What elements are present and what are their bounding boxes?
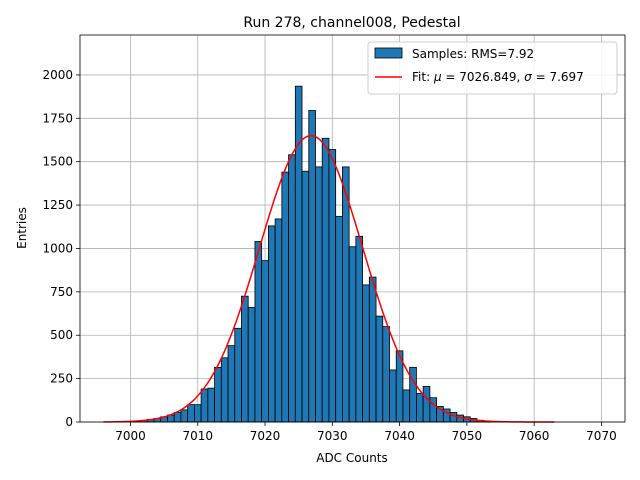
histogram-bar: [308, 110, 316, 423]
y-axis-ticks: 0 250 500 750 1000 1250 1500 1750 2000: [42, 68, 80, 429]
x-tick-label: 7030: [317, 429, 348, 443]
histogram-bars: [133, 85, 491, 423]
y-tick-label: 1000: [42, 241, 73, 255]
legend-box: [367, 41, 618, 95]
chart-title: Run 278, channel008, Pedestal: [243, 15, 460, 31]
histogram-bar: [321, 137, 330, 423]
x-axis-label: ADC Counts: [316, 451, 388, 465]
x-tick-label: 7010: [182, 429, 213, 443]
histogram-bar: [173, 412, 182, 423]
y-tick-label: 2000: [42, 68, 73, 82]
histogram-bar: [288, 154, 296, 423]
y-tick-label: 1250: [42, 198, 73, 212]
histogram-bar: [247, 307, 256, 423]
histogram-bar: [220, 357, 229, 423]
y-tick-label: 1500: [42, 155, 73, 169]
histogram-bar: [402, 389, 411, 423]
histogram-bar: [214, 366, 222, 423]
legend-fit-prefix: Fit:: [412, 70, 434, 84]
x-tick-label: 7020: [250, 429, 281, 443]
y-tick-label: 250: [50, 372, 73, 386]
histogram-bar: [382, 326, 390, 423]
legend-fit-mu-value: = 7026.849,: [442, 70, 525, 84]
histogram-bar: [180, 409, 189, 423]
histogram-bar: [362, 284, 370, 423]
histogram-bar: [187, 404, 195, 423]
x-tick-label: 7050: [452, 429, 483, 443]
histogram-bar: [368, 276, 377, 423]
y-tick-label: 500: [50, 328, 73, 342]
legend: Samples: RMS=7.92 Fit: μ = 7026.849, σ =…: [367, 41, 618, 95]
y-axis-label: Entries: [15, 207, 29, 249]
histogram-bar: [315, 166, 323, 423]
histogram-bar: [416, 392, 424, 423]
x-axis-ticks: 7000 7010 7020 7030 7040 7050 7060 7070: [115, 422, 617, 443]
histogram-bar: [355, 235, 363, 423]
histogram-bar: [301, 170, 310, 423]
histogram-bar: [234, 327, 242, 423]
histogram-bar: [422, 386, 431, 423]
legend-fit-sigma-symbol: σ: [524, 70, 532, 84]
x-tick-label: 7000: [115, 429, 146, 443]
histogram-bar: [294, 85, 303, 423]
x-tick-label: 7070: [586, 429, 617, 443]
legend-fit-label: Fit: μ = 7026.849, σ = 7.697: [412, 70, 584, 84]
histogram-bar: [342, 166, 350, 423]
plot-frame: [79, 34, 626, 423]
histogram-bar: [200, 388, 209, 423]
histogram-bar: [348, 246, 357, 423]
histogram-bar: [261, 260, 269, 423]
y-tick-label: 1750: [42, 111, 73, 125]
legend-samples-swatch: [374, 47, 403, 59]
x-tick-label: 7060: [519, 429, 550, 443]
gaussian-fit-curve: [103, 134, 555, 423]
histogram-bar: [193, 404, 202, 423]
histogram-bar: [328, 149, 337, 423]
histogram-bar: [335, 215, 343, 423]
y-tick-label: 0: [65, 415, 73, 429]
histogram-bar: [281, 171, 289, 423]
histogram-bar: [241, 295, 249, 423]
histogram-bar: [207, 387, 215, 423]
legend-fit-sigma-value: = 7.697: [532, 70, 584, 84]
histogram-bar: [227, 345, 236, 423]
histogram-bar: [254, 241, 263, 423]
legend-samples-label: Samples: RMS=7.92: [412, 47, 534, 61]
histogram-bar: [267, 225, 276, 423]
legend-fit-mu-symbol: μ: [433, 70, 442, 84]
histogram-bar: [274, 218, 283, 423]
histogram-bar: [375, 315, 384, 423]
y-tick-label: 750: [50, 285, 73, 299]
histogram-bar: [389, 369, 397, 423]
x-tick-label: 7040: [384, 429, 415, 443]
